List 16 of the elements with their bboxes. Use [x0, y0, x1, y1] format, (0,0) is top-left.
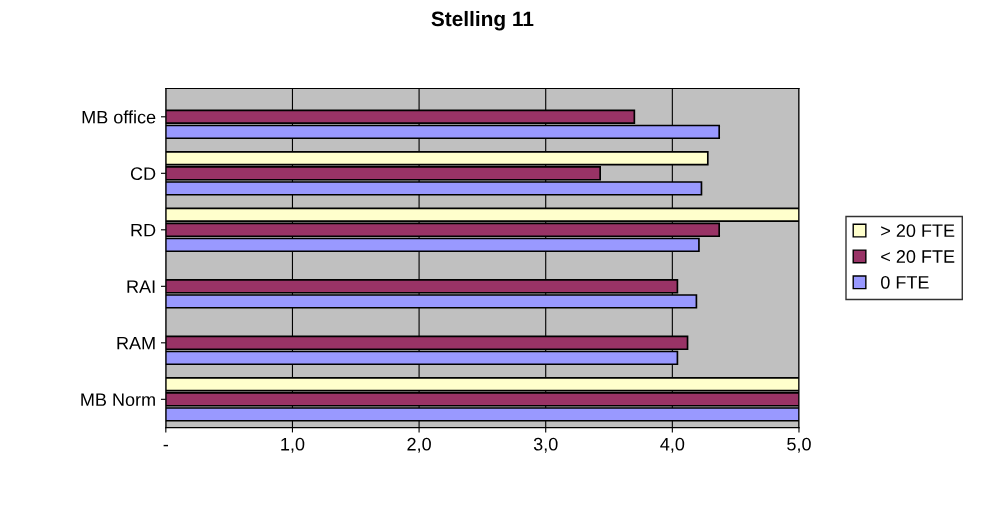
legend-label: 0 FTE — [881, 275, 929, 289]
x-tick-label: 5,0 — [787, 437, 811, 453]
x-tick-label: 1,0 — [281, 437, 305, 453]
y-tick-label: RD — [131, 223, 156, 237]
y-tick-label: CD — [130, 167, 156, 181]
legend-label: < 20 FTE — [881, 250, 955, 263]
x-tick-label: 4,0 — [660, 437, 685, 453]
x-tick-label: - — [163, 444, 169, 447]
legend-label: > 20 FTE — [881, 224, 955, 238]
y-tick-label: RAM — [117, 336, 155, 350]
chart-title: Stelling 11 — [431, 10, 534, 31]
y-tick-label: MB Norm — [81, 393, 155, 407]
x-tick-label: 2,0 — [407, 437, 431, 453]
x-tick-label: 3,0 — [533, 437, 558, 453]
y-tick-label: MB office — [82, 110, 156, 124]
y-tick-label: RAI — [127, 280, 155, 293]
